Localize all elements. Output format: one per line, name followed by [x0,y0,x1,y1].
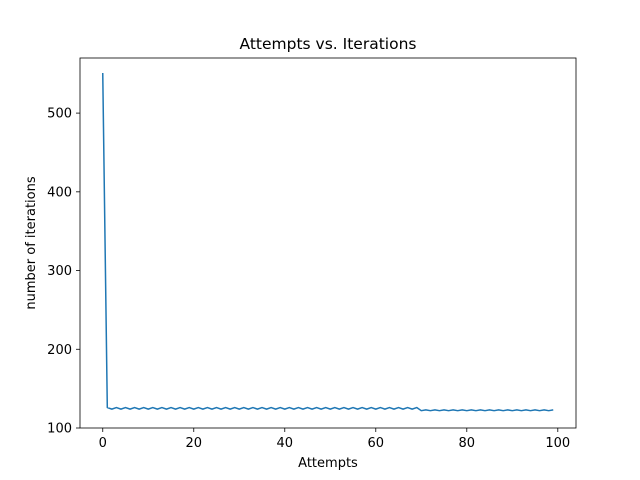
y-tick-label: 300 [47,264,72,279]
series-line [102,72,554,412]
x-tick-label: 40 [276,436,293,451]
x-tick-label: 60 [368,436,385,451]
y-tick-label: 200 [47,343,72,358]
x-tick-label: 20 [185,436,202,451]
chart-title: Attempts vs. Iterations [240,35,417,53]
x-tick-label: 80 [459,436,476,451]
x-tick-label: 100 [545,436,570,451]
y-tick-label: 400 [47,185,72,200]
x-axis-label: Attempts [298,456,358,471]
axis-ticks: 0 20 40 60 80 100 100 200 300 400 500 [47,107,570,451]
y-axis-label: number of iterations [24,176,39,309]
x-tick-label: 0 [99,436,107,451]
y-tick-label: 500 [47,107,72,122]
plot-area [80,58,576,428]
plot-frame [79,57,577,429]
y-tick-label: 100 [47,422,72,437]
